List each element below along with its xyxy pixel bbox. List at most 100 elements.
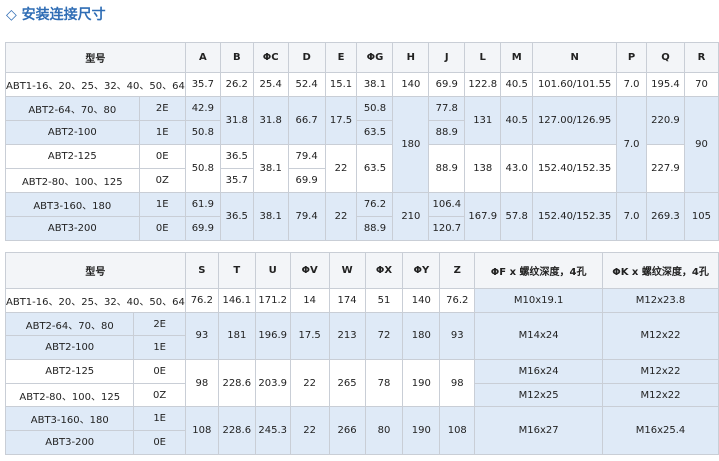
table-cell: 190 xyxy=(402,359,441,408)
table-cell: 108 xyxy=(184,406,219,455)
table-cell: 180 xyxy=(392,96,430,193)
table-row: ABT2-125 0E 50.8 36.5 38.1 79.4 22 63.5 88.9 138 4… xyxy=(5,144,719,193)
table-row: ABT3-160、180 1E 108 228.6 245.3 22 266 80 190 108… xyxy=(4,406,719,455)
table-cell: 210 xyxy=(392,192,430,241)
header-cell: H xyxy=(392,42,430,73)
table-cell: 0E xyxy=(133,430,186,455)
table-cell: ABT2-100 xyxy=(5,120,140,145)
table-cell: 38.1 xyxy=(356,72,394,97)
header-cell: ΦK x 螺纹深度，4孔 xyxy=(602,252,719,289)
table-cell: 22 xyxy=(324,144,358,193)
header-cell: M xyxy=(500,42,534,73)
table-cell: 127.00/126.95 xyxy=(532,96,618,145)
table-cell: 22 xyxy=(289,359,330,408)
table-cell: 79.4 xyxy=(287,192,326,241)
table-cell: 69.9 xyxy=(184,216,221,241)
table: 型号 A B ΦC D E ΦG H J L M N P Q R ABT1-16、20、25、32、40、50… xyxy=(5,42,719,241)
table-cell: ABT2-125 xyxy=(5,144,140,169)
table-cell: 57.8 xyxy=(500,192,534,241)
table-cell: 88.9 xyxy=(356,216,394,241)
table-cell: ABT2-64、70、80 xyxy=(5,96,140,121)
table-cell: ABT2-80、100、125 xyxy=(4,382,135,408)
table-cell: 0E xyxy=(133,359,186,384)
header-cell: N xyxy=(532,42,618,73)
table-cell: 88.9 xyxy=(428,144,466,193)
table-cell: ABT3-200 xyxy=(5,216,140,241)
table-row: ABT2-80、100、125 0Z 35.7 69.9 xyxy=(5,168,719,193)
table-cell: M16x27 xyxy=(474,406,604,455)
header-row: 型号 A B ΦC D E ΦG H J L M N P Q R xyxy=(5,42,719,73)
header-cell: 型号 xyxy=(5,252,186,289)
table-cell: ABT1-16、20、25、32、40、50、64 xyxy=(5,72,186,97)
table-cell: 2E xyxy=(133,311,186,337)
table-row: ABT2-80、100、125 0Z M12x25 M12x22 xyxy=(4,382,719,408)
table-cell: 106.4 xyxy=(428,192,466,217)
table-cell: ABT2-125 xyxy=(4,359,135,384)
table-row: ABT2-64、70、80 2E 42.9 31.8 31.8 66.7 17.5 50.8 1… xyxy=(5,96,719,193)
table-cell: 138 xyxy=(464,144,502,193)
header-cell: ΦF x 螺纹深度，4孔 xyxy=(474,252,604,289)
header-cell: ΦG xyxy=(356,42,394,73)
table-cell: 98 xyxy=(439,359,476,408)
header-cell: J xyxy=(428,42,466,73)
table-cell: 26.2 xyxy=(219,72,254,97)
table: 型号 S T U ΦV W ΦX ΦY Z ΦF x 螺纹深度，4孔 ΦK x 螺纹深度，4孔 ABT… xyxy=(4,252,719,455)
table-cell: ABT2-80、100、125 xyxy=(5,168,140,193)
table-cell: 122.8 xyxy=(464,72,502,97)
table-cell: 120.7 xyxy=(428,216,466,241)
table-row: ABT2-125 0E 98 228.6 203.9 22 265 78 190 98 M16x24… xyxy=(4,359,719,408)
table-cell: 50.8 xyxy=(184,120,221,145)
table-cell: 140 xyxy=(402,288,441,313)
table-cell: 40.5 xyxy=(500,72,534,97)
table-cell: 52.4 xyxy=(287,72,326,97)
table-cell: 76.2 xyxy=(439,288,476,313)
table-row: ABT3-160、180 1E 61.9 36.5 38.1 79.4 22 76.2 210 1… xyxy=(5,192,719,241)
table-row: ABT3-200 0E 69.9 88.9 120.7 xyxy=(5,216,719,241)
table-cell: 195.4 xyxy=(646,72,685,97)
table-row: ABT3-200 0E xyxy=(4,430,719,455)
header-cell: ΦC xyxy=(252,42,289,73)
table-cell: 40.5 xyxy=(500,96,534,145)
header-cell: ΦV xyxy=(289,252,330,289)
table-cell: 66.7 xyxy=(287,96,326,145)
table-cell: 63.5 xyxy=(356,144,394,193)
header-cell: ΦX xyxy=(364,252,404,289)
table-cell: 108 xyxy=(439,406,476,455)
table-cell: ABT2-100 xyxy=(4,335,135,361)
table-cell: 22 xyxy=(289,406,330,455)
table-cell: M16x24 xyxy=(474,359,604,384)
table-cell: 31.8 xyxy=(252,96,289,145)
table-cell: 269.3 xyxy=(646,192,685,241)
table-cell: M14x24 xyxy=(474,311,604,361)
header-row: 型号 S T U ΦV W ΦX ΦY Z ΦF x 螺纹深度，4孔 ΦK x 螺纹深度，4孔 xyxy=(5,252,719,289)
table-cell: ABT3-160、180 xyxy=(5,192,140,217)
table-cell: 42.9 xyxy=(184,96,221,121)
table-cell: 88.9 xyxy=(428,120,466,145)
header-cell: Q xyxy=(646,42,685,73)
table-cell: 69.9 xyxy=(428,72,466,97)
table-cell: 35.7 xyxy=(184,72,221,97)
table-cell: 180 xyxy=(402,311,441,361)
table-cell: 190 xyxy=(402,406,441,455)
table-cell: 105 xyxy=(683,192,719,241)
header-cell: T xyxy=(217,252,256,289)
table-cell: 25.4 xyxy=(252,72,289,97)
table-cell: 1E xyxy=(138,120,186,145)
header-cell: B xyxy=(219,42,254,73)
table-cell: 0E xyxy=(138,216,186,241)
table-cell: 17.5 xyxy=(324,96,358,145)
table-cell: 131 xyxy=(464,96,502,145)
table-cell: 167.9 xyxy=(464,192,502,241)
table-cell: 227.9 xyxy=(646,144,685,193)
table-row: ABT2-100 1E xyxy=(4,335,719,361)
table-cell: 181 xyxy=(217,311,256,361)
table-cell: 2E xyxy=(138,96,186,121)
table-cell: 50.8 xyxy=(184,144,221,193)
table-cell: 0E xyxy=(138,144,186,169)
header-cell: W xyxy=(328,252,366,289)
table-cell: M16x25.4 xyxy=(602,406,719,455)
table-cell: 77.8 xyxy=(428,96,466,121)
table-cell: 245.3 xyxy=(254,406,291,455)
table-cell: 14 xyxy=(289,288,330,313)
table-cell: 22 xyxy=(324,192,358,241)
